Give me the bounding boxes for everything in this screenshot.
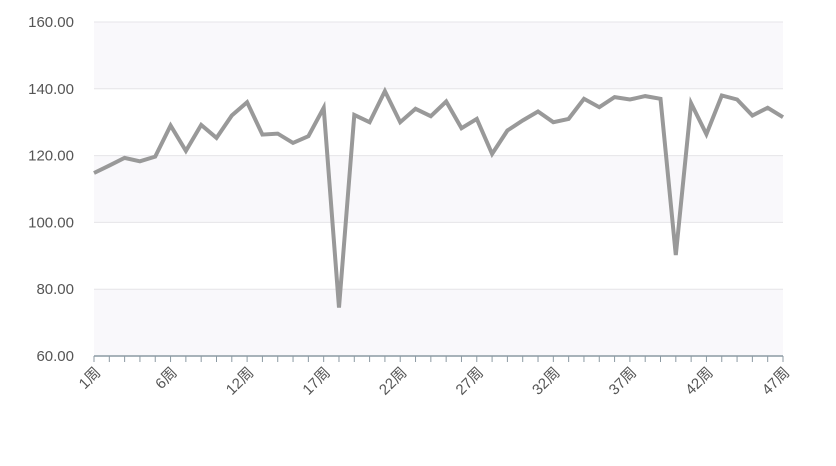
- x-tick-label: 1周: [76, 364, 105, 393]
- y-tick-label: 140.00: [28, 81, 74, 98]
- y-tick-label: 80.00: [36, 281, 74, 298]
- x-tick-label: 12周: [223, 364, 257, 398]
- x-tick-label: 42周: [682, 364, 716, 398]
- grid-band: [94, 88, 783, 156]
- x-tick-label: 17周: [299, 364, 333, 398]
- x-tick-label: 27周: [453, 364, 487, 398]
- y-tick-label: 120.00: [28, 148, 74, 165]
- grid-band: [94, 289, 783, 356]
- y-tick-label: 60.00: [36, 348, 74, 365]
- x-tick-label: 6周: [152, 364, 181, 393]
- x-tick-label: 47周: [759, 364, 793, 398]
- x-tick-label: 22周: [376, 364, 410, 398]
- y-tick-label: 160.00: [28, 14, 74, 31]
- x-tick-label: 37周: [606, 364, 640, 398]
- grid-band: [94, 22, 783, 89]
- y-tick-label: 100.00: [28, 214, 74, 231]
- x-tick-label: 32周: [529, 364, 563, 398]
- series-line: [93, 86, 785, 308]
- grid-band: [94, 222, 783, 290]
